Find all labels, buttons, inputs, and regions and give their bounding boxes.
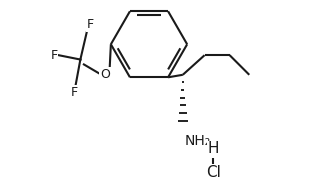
Text: F: F xyxy=(87,18,94,31)
Text: F: F xyxy=(51,49,58,62)
Text: H: H xyxy=(208,141,219,156)
Text: NH₂: NH₂ xyxy=(185,134,211,148)
Text: O: O xyxy=(100,68,110,81)
Text: F: F xyxy=(70,86,77,99)
Text: Cl: Cl xyxy=(206,165,221,180)
